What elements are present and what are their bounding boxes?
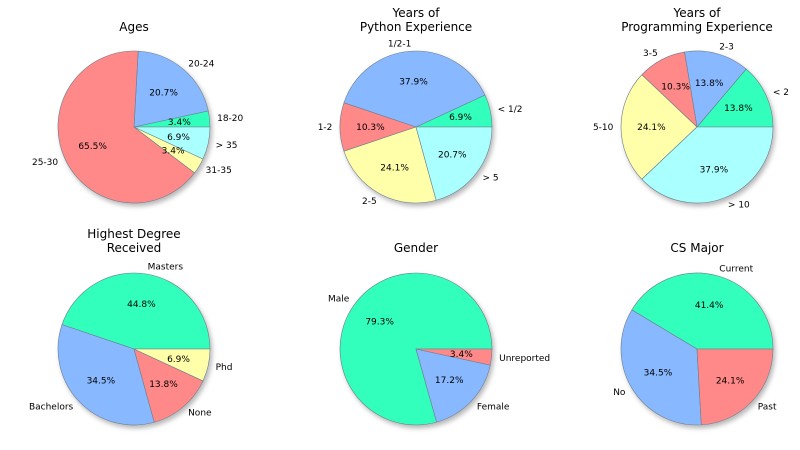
chart-title: Highest Degree bbox=[87, 227, 180, 241]
slice-label: 20-24 bbox=[188, 59, 214, 69]
slice-percentage: 10.3% bbox=[356, 123, 385, 133]
chart-title: Years of bbox=[672, 6, 721, 20]
pie-slice-2 bbox=[696, 68, 774, 128]
pie-chart-5: Gender Male 79.3% Female 17.2% Unreported 3.4% bbox=[328, 241, 550, 426]
pie-slice-25-30 bbox=[57, 50, 196, 204]
slice-label: 25-30 bbox=[32, 158, 58, 168]
slice-percentage: 17.2% bbox=[435, 376, 464, 386]
slice-percentage: 10.3% bbox=[661, 83, 690, 93]
slice-percentage: 65.5% bbox=[78, 142, 107, 152]
slice-percentage: 6.9% bbox=[167, 355, 190, 365]
pie-slice-bachelors bbox=[57, 324, 155, 426]
slice-percentage: 6.9% bbox=[167, 133, 190, 143]
slice-percentage: 13.8% bbox=[724, 104, 753, 114]
slice-label: 2-3 bbox=[719, 42, 734, 52]
slice-percentage: 24.1% bbox=[380, 163, 409, 173]
pie-slices bbox=[57, 272, 211, 426]
pie-slice-20-24 bbox=[133, 50, 209, 128]
slice-label: Current bbox=[719, 264, 753, 274]
chart-title: Received bbox=[107, 241, 162, 255]
slice-label: 1/2-1 bbox=[388, 40, 411, 50]
slice-label: 1-2 bbox=[318, 123, 333, 133]
pie-slice-male bbox=[339, 272, 493, 426]
slice-percentage: 3.4% bbox=[162, 146, 185, 156]
slice-percentage: 41.4% bbox=[695, 301, 724, 311]
pie-chart-1: Ages 18-20 3.4% 20-24 20.7% 25-30 65.5% 31-35 3.… bbox=[32, 20, 244, 204]
pie-slice-35 bbox=[133, 126, 211, 160]
slice-percentage: 6.9% bbox=[449, 113, 472, 123]
pie-slice-unreported bbox=[415, 348, 493, 366]
pie-slice-past bbox=[696, 348, 774, 426]
slice-percentage: 3.4% bbox=[450, 350, 473, 360]
chart-title: Years of bbox=[391, 6, 440, 20]
slice-label: Masters bbox=[148, 263, 184, 273]
pie-slice-current bbox=[631, 272, 774, 350]
pie-slices bbox=[339, 272, 493, 426]
slice-label: Bachelors bbox=[29, 402, 74, 412]
pie-slice-none bbox=[133, 348, 204, 423]
slice-percentage: 24.1% bbox=[716, 376, 745, 386]
pie-slice-phd bbox=[133, 348, 211, 382]
slice-label: Phd bbox=[216, 363, 233, 373]
pie-slice-2-5 bbox=[343, 126, 437, 204]
slice-label: Male bbox=[328, 295, 350, 305]
chart-title: Python Experience bbox=[360, 20, 472, 34]
pie-slice-2-3 bbox=[684, 50, 747, 128]
slice-percentage: 24.1% bbox=[637, 123, 666, 133]
pie-slices bbox=[339, 50, 493, 204]
slice-percentage: 44.8% bbox=[127, 300, 156, 310]
slice-percentage: 34.5% bbox=[644, 369, 673, 379]
pie-slice-no bbox=[620, 309, 702, 426]
slice-percentage: 3.4% bbox=[168, 118, 191, 128]
slice-label: > 5 bbox=[483, 174, 499, 184]
slice-label: Female bbox=[477, 402, 510, 412]
slice-label: < 1/2 bbox=[498, 105, 523, 115]
pie-slice-5-10 bbox=[620, 74, 698, 180]
slice-label: 31-35 bbox=[206, 166, 232, 176]
slice-percentage: 34.5% bbox=[87, 376, 116, 386]
slice-label: No bbox=[613, 388, 626, 398]
pie-slice-female bbox=[415, 348, 491, 423]
slice-percentage: 20.7% bbox=[149, 88, 178, 98]
chart-title: CS Major bbox=[670, 241, 723, 255]
slice-percentage: 37.9% bbox=[399, 77, 428, 87]
slice-label: None bbox=[188, 409, 212, 419]
slice-label: Past bbox=[758, 402, 777, 412]
pie-chart-6: CS Major Current 41.4% No 34.5% Past 24.1% bbox=[613, 241, 777, 426]
pie-slice-10 bbox=[641, 126, 774, 204]
chart-title: Gender bbox=[394, 241, 438, 255]
slice-percentage: 13.8% bbox=[695, 79, 724, 89]
slice-label: < 2 bbox=[773, 88, 789, 98]
chart-title: Programming Experience bbox=[621, 20, 773, 34]
slice-label: 5-10 bbox=[593, 123, 614, 133]
slice-label: Unreported bbox=[499, 354, 550, 364]
slice-percentage: 13.8% bbox=[149, 380, 178, 390]
slice-label: > 35 bbox=[216, 141, 238, 151]
pie-slices bbox=[620, 50, 774, 204]
slice-percentage: 37.9% bbox=[700, 165, 729, 175]
slice-label: 18-20 bbox=[217, 114, 243, 124]
pie-slices bbox=[57, 50, 211, 204]
pie-slice-1-2-1 bbox=[343, 50, 486, 128]
chart-title: Ages bbox=[119, 20, 148, 34]
pie-slice-masters bbox=[61, 272, 211, 350]
slice-label: 3-5 bbox=[643, 49, 658, 59]
slice-label: 2-5 bbox=[362, 197, 377, 207]
slice-percentage: 79.3% bbox=[365, 317, 394, 327]
slice-label: > 10 bbox=[728, 201, 750, 211]
pie-slice-5 bbox=[415, 126, 493, 201]
slice-percentage: 20.7% bbox=[438, 151, 467, 161]
pie-slices bbox=[620, 272, 774, 426]
